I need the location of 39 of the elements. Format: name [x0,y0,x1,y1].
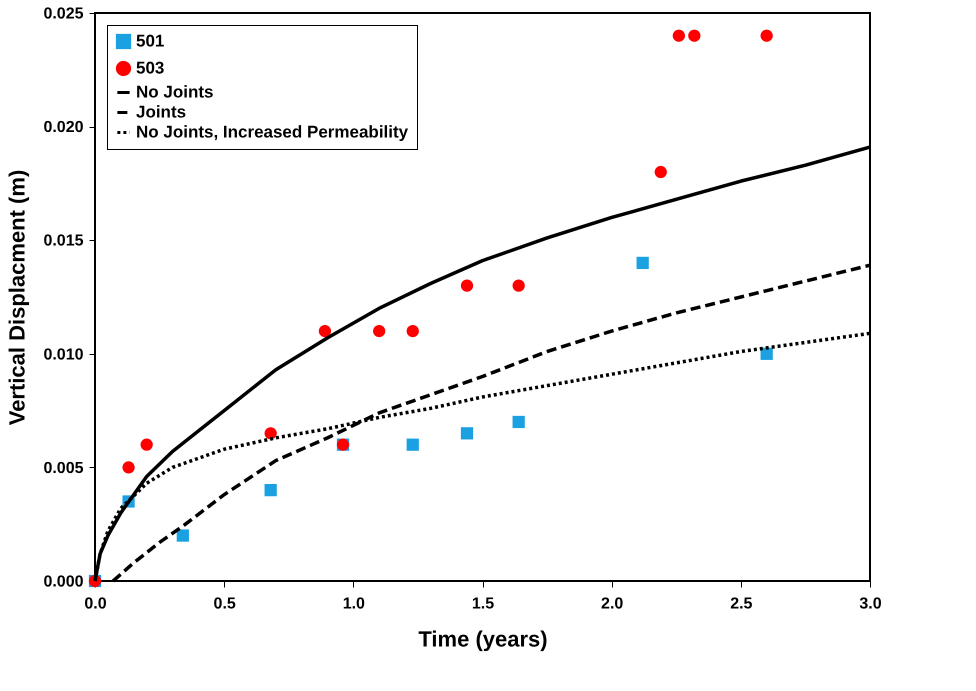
point [140,438,153,451]
point [406,324,419,338]
y-tick-label: 0.020 [43,119,84,136]
point [654,166,667,178]
point [122,461,135,474]
point [406,438,419,451]
x-tick-label: 0.0 [84,596,107,612]
y-tick-label: 0.015 [43,232,84,250]
x-tick-label: 2.0 [601,596,624,612]
y-tick-label: 0.025 [43,6,84,22]
point [512,416,525,428]
legend-label: 501 [136,32,164,50]
x-axis-title: Time (years) [418,626,548,652]
x-tick-label: 0.5 [214,596,236,612]
x-tick-label: 2.5 [730,596,753,612]
y-tick-label: 0.010 [43,346,84,364]
point [672,30,685,42]
legend-label: Joints [136,102,186,122]
point [688,30,700,42]
legend-label: No Joints, Increased Permeability [136,122,409,142]
y-axis-title: Vertical Displacment (m) [4,170,30,426]
point [460,280,474,292]
point [318,324,332,338]
point [760,348,773,360]
legend-label: No Joints [136,82,214,102]
point [460,427,474,440]
y-tick-label: 0.000 [43,574,84,590]
point [760,30,773,42]
point [373,324,386,338]
x-tick-label: 1.5 [472,596,494,612]
legend-label: 503 [136,58,164,78]
y-tick-label: 0.005 [43,460,84,477]
point [636,256,649,270]
point [176,529,189,542]
point [264,484,277,496]
point [512,280,525,292]
x-tick-label: 3.0 [859,596,882,612]
point [264,427,277,440]
x-tick-label: 1.0 [342,596,366,612]
